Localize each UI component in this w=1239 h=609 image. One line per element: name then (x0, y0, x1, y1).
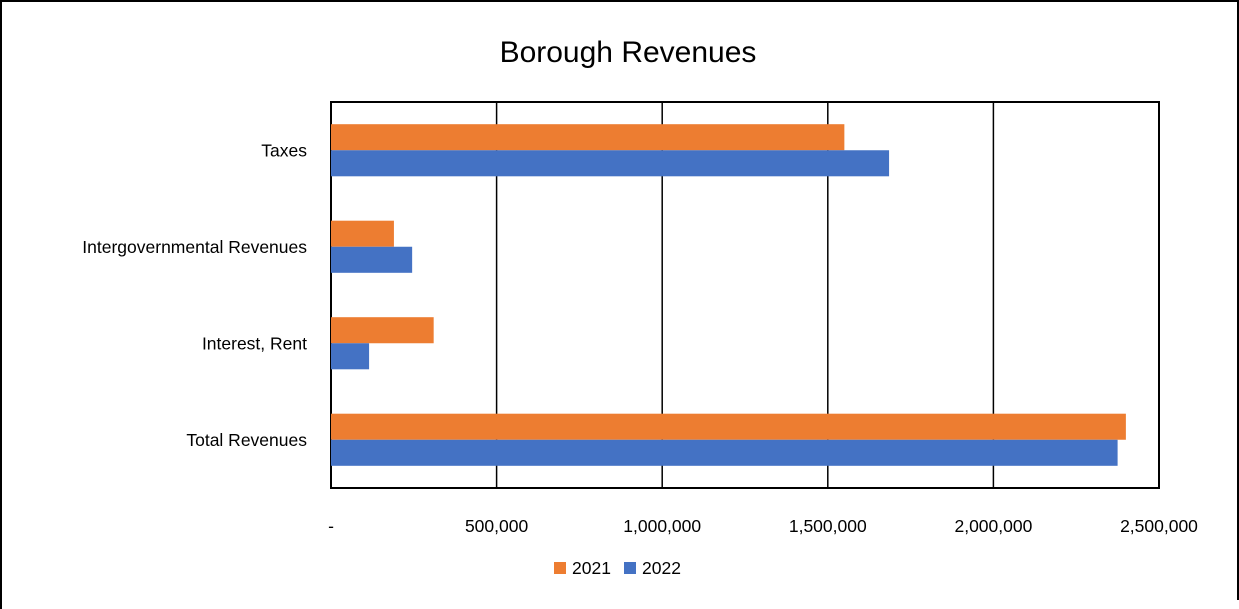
bar-2021-3 (331, 414, 1126, 440)
category-label: Interest, Rent (202, 333, 307, 353)
bar-2021-1 (331, 221, 394, 247)
legend-label-2022: 2022 (642, 558, 681, 578)
bar-2022-3 (331, 440, 1118, 466)
x-tick-label: 1,500,000 (789, 516, 867, 536)
bar-2022-1 (331, 247, 412, 273)
x-tick-label: 500,000 (465, 516, 529, 536)
bar-2022-0 (331, 150, 889, 176)
legend-swatch-2022 (624, 562, 636, 574)
legend-swatch-2021 (554, 562, 566, 574)
category-labels: Taxes Intergovernmental Revenues Interest,… (82, 140, 307, 450)
category-label: Total Revenues (186, 430, 307, 450)
x-tick-labels: - 500,000 1,000,000 1,500,000 2,000,000 2,500… (328, 516, 1198, 536)
x-tick-label: - (328, 516, 334, 536)
bars (331, 124, 1126, 466)
category-label: Intergovernmental Revenues (82, 237, 307, 257)
x-tick-label: 2,000,000 (954, 516, 1032, 536)
bar-2022-2 (331, 343, 369, 369)
x-tick-label: 2,500,000 (1120, 516, 1198, 536)
legend: 2021 2022 (554, 558, 681, 578)
category-label: Taxes (261, 140, 307, 160)
legend-label-2021: 2021 (572, 558, 611, 578)
x-tick-label: 1,000,000 (623, 516, 701, 536)
bar-2021-2 (331, 317, 434, 343)
bar-2021-0 (331, 124, 844, 150)
chart-title: Borough Revenues (500, 36, 757, 69)
